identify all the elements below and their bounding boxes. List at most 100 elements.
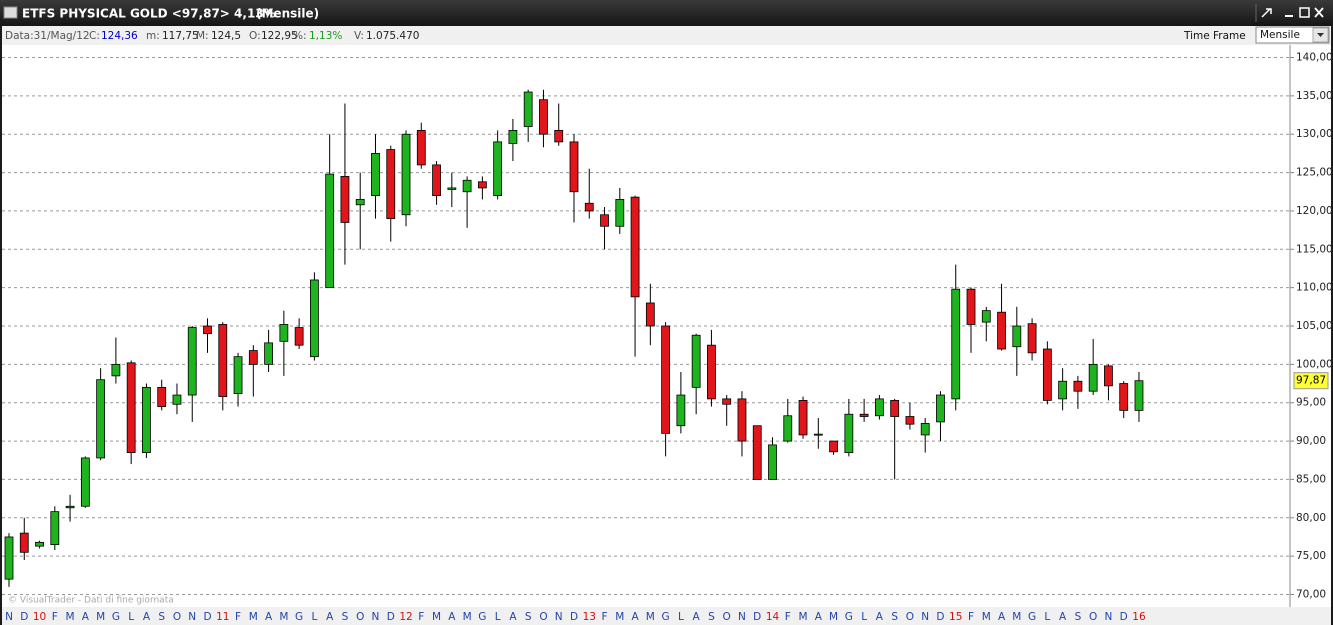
- candle-body: [1073, 380, 1083, 392]
- x-tick-label: S: [158, 611, 165, 623]
- candle-body: [279, 324, 289, 342]
- x-tick-label: A: [815, 611, 823, 623]
- y-tick-label: 80,00: [1296, 512, 1326, 524]
- candle-body: [813, 433, 823, 436]
- candle-body: [722, 398, 732, 405]
- y-tick-label: 70,00: [1296, 588, 1326, 600]
- x-tick-label: M: [799, 611, 808, 623]
- time-frame-select[interactable]: Mensile: [1255, 26, 1330, 44]
- last-price-box: [1293, 372, 1329, 390]
- x-tick-label: A: [693, 611, 701, 623]
- maximize-button[interactable]: [1299, 7, 1310, 18]
- x-tick-label: A: [631, 611, 639, 623]
- x-tick-label: N: [372, 611, 380, 623]
- x-tick-label: M: [96, 611, 105, 623]
- x-tick-label: L: [495, 611, 501, 623]
- candle-body: [661, 325, 671, 434]
- candle-body: [218, 324, 228, 397]
- candle-body: [951, 288, 961, 400]
- info-close: 124,36: [101, 30, 138, 42]
- candle-body: [340, 176, 350, 223]
- candle-body: [905, 416, 915, 425]
- candle-body: [19, 532, 29, 553]
- x-tick-label: S: [342, 611, 349, 623]
- x-tick-label: M: [66, 611, 75, 623]
- candle-body: [997, 311, 1006, 350]
- close-button[interactable]: [1314, 7, 1324, 18]
- candle-body: [645, 302, 655, 327]
- x-tick-label: L: [128, 611, 134, 623]
- x-tick-label: 14: [766, 611, 780, 623]
- minimize-button[interactable]: [1285, 15, 1293, 17]
- info-open: 122,95: [261, 30, 298, 42]
- candle-body: [386, 149, 396, 220]
- candle-body: [691, 334, 701, 388]
- candle-body: [844, 413, 854, 453]
- x-tick-label: D: [753, 611, 761, 623]
- candle-body: [447, 187, 457, 190]
- candle-body: [416, 129, 426, 166]
- y-tick-label: 135,00: [1296, 90, 1333, 102]
- tool-button[interactable]: [1261, 8, 1272, 18]
- x-tick-label: A: [509, 611, 517, 623]
- x-tick-label: D: [1120, 611, 1128, 623]
- y-tick-label: 120,00: [1296, 205, 1333, 217]
- candle-body: [508, 129, 518, 144]
- x-tick-label: F: [602, 611, 608, 623]
- info-label: %:: [293, 30, 307, 42]
- x-tick-label: G: [845, 611, 853, 623]
- info-label: M:: [196, 30, 209, 42]
- x-tick-label: A: [1059, 611, 1067, 623]
- candle-body: [172, 394, 182, 405]
- y-tick-label: 115,00: [1296, 243, 1333, 255]
- info-pct: 1,13%: [309, 30, 342, 42]
- candle-body: [859, 413, 869, 417]
- title-bar: [0, 0, 1333, 26]
- candle-body: [1012, 325, 1022, 348]
- candle-body: [1088, 363, 1098, 392]
- candle-body: [1104, 365, 1113, 387]
- x-tick-label: O: [539, 611, 547, 623]
- candle-body: [600, 214, 609, 227]
- x-tick-label: S: [708, 611, 715, 623]
- candle-body: [783, 415, 793, 442]
- x-tick-label: D: [570, 611, 578, 623]
- x-tick-label: M: [829, 611, 838, 623]
- x-axis-bar: [2, 607, 1331, 625]
- x-tick-label: L: [678, 611, 684, 623]
- candle-body: [493, 141, 503, 196]
- candle-body: [325, 173, 335, 289]
- window-period: (Mensile): [256, 7, 319, 21]
- candle-body: [187, 327, 197, 396]
- x-tick-label: O: [173, 611, 181, 623]
- x-tick-label: O: [1089, 611, 1097, 623]
- time-frame-label: Time Frame: [1183, 30, 1246, 42]
- y-tick-label: 140,00: [1296, 52, 1333, 64]
- x-tick-label: M: [615, 611, 624, 623]
- candle-body: [676, 394, 686, 427]
- info-label: m:: [146, 30, 160, 42]
- x-tick-label: A: [998, 611, 1006, 623]
- info-date: Data:31/Mag/12: [5, 30, 90, 42]
- x-tick-label: D: [203, 611, 211, 623]
- candle-body: [1042, 348, 1052, 401]
- x-tick-label: A: [82, 611, 90, 623]
- candle-body: [371, 152, 380, 196]
- candle-body: [35, 541, 44, 547]
- candle-body: [96, 379, 106, 459]
- x-tick-label: A: [448, 611, 456, 623]
- info-vol: 1.075.470: [366, 30, 419, 42]
- x-tick-label: O: [723, 611, 731, 623]
- info-label: V:: [354, 30, 364, 42]
- candle-body: [768, 444, 777, 480]
- candle-body: [890, 400, 900, 417]
- candle-body: [309, 279, 319, 358]
- x-tick-label: 13: [583, 611, 596, 623]
- x-tick-label: N: [921, 611, 929, 623]
- x-tick-label: A: [876, 611, 884, 623]
- time-frame-value: Mensile: [1260, 29, 1300, 41]
- x-tick-label: M: [1012, 611, 1021, 623]
- candle-body: [432, 164, 441, 196]
- x-tick-label: L: [311, 611, 317, 623]
